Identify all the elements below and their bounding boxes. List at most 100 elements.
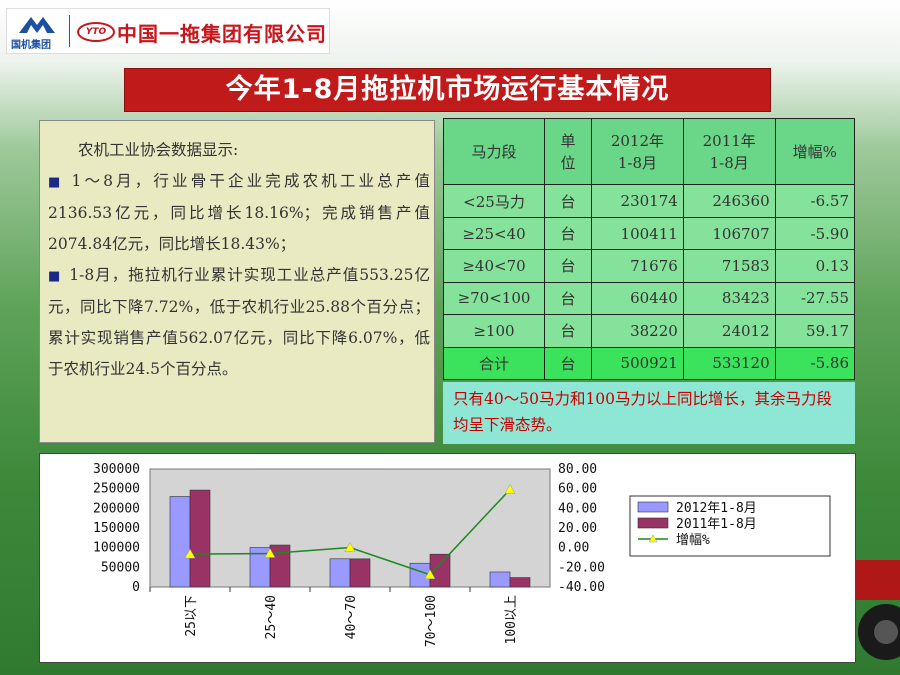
y-left-tick-label: 0 [132,580,140,595]
table-cell: ≥40<70 [443,249,545,283]
table-cell: 38220 [591,314,684,348]
header-cell: 2011年 1-8月 [682,117,776,186]
y-left-tick-label: 250000 [93,482,140,497]
x-tick-label: 70～100 [424,595,439,647]
summary-note: 只有40～50马力和100马力以上同比增长，其余马力段均呈下滑态势。 [443,382,855,444]
legend-marker-growth [648,534,658,543]
x-tick-label: 25以下 [184,595,199,637]
table-cell: 24012 [682,314,776,348]
table-row: ≥25<40 台 100411 106707 -5.90 [443,216,856,251]
legend-swatch-2012 [637,501,669,513]
table-cell: 台 [544,249,592,283]
table-row: ≥70<100 台 60440 83423 -27.55 [443,281,856,316]
table-cell: 71583 [682,249,776,283]
table-cell: 台 [544,184,592,218]
yto-badge: YTO [77,22,115,42]
industry-data-panel: 农机工业协会数据显示: ■ 1～8月，行业骨干企业完成农机工业总产值2136.53… [39,120,435,443]
bar-2012 [169,496,191,588]
table-cell: 533120 [682,346,776,381]
table-cell: 100411 [591,216,684,251]
y-right-tick-label: 0.00 [558,541,589,556]
bar-2011 [349,558,371,588]
logo-banner: 国机集团 YTO 中国一拖集团有限公司 [6,8,330,54]
y-right-tick-label: 60.00 [558,482,597,497]
growth-point [344,542,356,552]
table-cell: 230174 [591,184,684,218]
table-cell: 83423 [682,281,776,316]
header-cell: 单位 [544,117,592,186]
y-left-tick-label: 50000 [101,560,140,575]
table-cell: -27.55 [774,281,856,316]
header-bar: 国机集团 YTO 中国一拖集团有限公司 [0,0,900,60]
table-total-row: 合计 台 500921 533120 -5.86 [443,346,856,381]
bar-2011 [509,577,531,588]
bar-2011 [189,489,211,588]
y-right-tick-label: 80.00 [558,462,597,477]
logo-divider [69,15,70,47]
table-cell: ≥70<100 [443,281,545,316]
table-cell: 合计 [443,346,545,381]
y-left-tick-label: 150000 [93,521,140,536]
horsepower-chart: 300000 250000 200000 150000 100000 50000 0 80.0… [93,462,831,647]
table-cell: ≥100 [443,314,545,348]
square-bullet-icon: ■ [48,269,62,284]
y-right-tick-label: 20.00 [558,521,597,536]
table-cell: 59.17 [774,314,856,348]
table-row: <25马力 台 230174 246360 -6.57 [443,184,856,218]
table-cell: 台 [544,314,592,348]
table-cell: -5.86 [774,346,856,381]
horsepower-table-panel: 马力段 单位 2012年 1-8月 2011年 1-8月 增幅% <25马力 台 2… [443,117,856,381]
industry-data-text: 农机工业协会数据显示: ■ 1～8月，行业骨干企业完成农机工业总产值2136.53… [48,135,430,385]
square-bullet-icon: ■ [48,175,64,190]
bar-2011 [269,544,291,588]
table-cell: 台 [544,281,592,316]
table-cell: ≥25<40 [443,216,545,251]
paragraph-2-text: 1-8月，拖拉机行业累计实现工业总产值553.25亿元，同比下降7.72%，低于… [48,266,430,378]
y-left-tick-label: 100000 [93,541,140,556]
bar-2012 [329,558,351,588]
table-cell: 71676 [591,249,684,283]
legend-label: 增幅% [676,533,710,548]
y-right-tick-label: -40.00 [558,580,605,595]
bar-2012 [489,571,511,588]
y-left-tick-label: 300000 [93,462,140,477]
growth-point [504,483,516,494]
header-cell: 增幅% [774,117,856,186]
y-left-tick-label: 200000 [93,501,140,516]
legend-label: 2012年1-8月 [676,501,757,516]
paragraph-1-text: 1～8月，行业骨干企业完成农机工业总产值2136.53亿元，同比增长18.16%… [48,172,430,253]
table-cell: 台 [544,216,592,251]
x-tick-label: 40～70 [344,595,359,639]
table-row: ≥100 台 38220 24012 59.17 [443,314,856,348]
table-cell: 60440 [591,281,684,316]
company-name: 中国一拖集团有限公司 [117,22,327,46]
paragraph-2: ■ 1-8月，拖拉机行业累计实现工业总产值553.25亿元，同比下降7.72%，低… [48,260,430,385]
table-cell: 246360 [682,184,776,218]
legend-swatch-2011 [637,517,669,529]
growth-point [264,547,276,558]
slide-title: 今年1-8月拖拉机市场运行基本情况 [225,74,670,105]
table-header-row: 马力段 单位 2012年 1-8月 2011年 1-8月 增幅% [443,117,856,186]
tractor-wheel-icon [856,560,900,660]
table-cell: 106707 [682,216,776,251]
header-cell: 马力段 [443,117,545,186]
table-cell: 500921 [591,346,684,381]
table-cell: -5.90 [774,216,856,251]
x-tick-label: 25～40 [264,595,279,639]
x-tick-label: 100以上 [504,595,519,644]
table-row: ≥40<70 台 71676 71583 0.13 [443,249,856,283]
growth-point [184,548,196,559]
title-banner: 今年1-8月拖拉机市场运行基本情况 [124,68,771,112]
y-right-tick-label: -20.00 [558,560,605,575]
paragraph-1: ■ 1～8月，行业骨干企业完成农机工业总产值2136.53亿元，同比增长18.16… [48,166,430,260]
horsepower-table: 马力段 单位 2012年 1-8月 2011年 1-8月 增幅% <25马力 台 2… [443,117,856,381]
header-cell: 2012年 1-8月 [591,117,684,186]
group-logo-icon [19,17,55,33]
table-cell: 0.13 [774,249,856,283]
growth-point [424,569,436,580]
legend-label: 2011年1-8月 [676,517,757,532]
group-logo-text: 国机集团 [11,40,51,51]
chart-panel: 300000 250000 200000 150000 100000 50000 0 80.0… [39,453,856,663]
table-cell: <25马力 [443,184,545,218]
y-right-tick-label: 40.00 [558,501,597,516]
